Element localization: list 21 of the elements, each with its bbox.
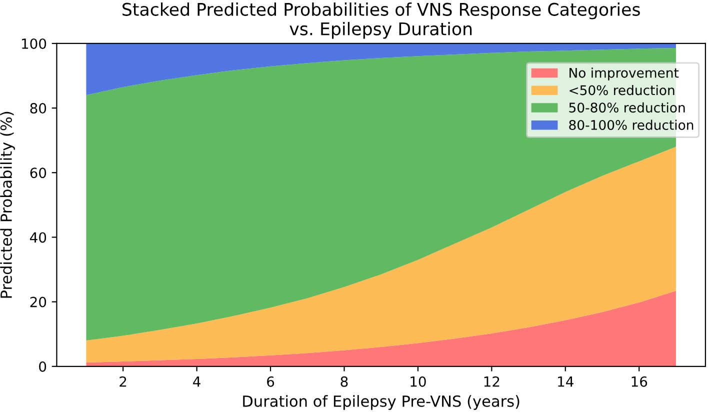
y-tick-label: 80 bbox=[30, 103, 46, 114]
x-tick-label: 4 bbox=[193, 376, 200, 387]
chart-title: Stacked Predicted Probabilities of VNS Response Categories vs. Epilepsy Duration bbox=[122, 2, 640, 39]
legend-label: No improvement bbox=[570, 68, 679, 80]
y-tick-label: 60 bbox=[30, 168, 46, 178]
x-axis-title: Duration of Epilepsy Pre-VNS (years) bbox=[243, 395, 520, 410]
y-tick-label: 100 bbox=[22, 38, 46, 49]
x-tick-label: 2 bbox=[120, 376, 126, 387]
y-tick-label: 20 bbox=[30, 296, 46, 308]
x-tick-label: 12 bbox=[484, 376, 500, 387]
legend-label: 80-100% reduction bbox=[569, 120, 694, 130]
y-axis-title: Predicted Probability (%) bbox=[0, 112, 15, 298]
y-tick-label: 40 bbox=[30, 232, 46, 243]
y-tick-label: 0 bbox=[39, 361, 46, 372]
x-tick-label: 8 bbox=[340, 376, 348, 387]
x-tick-label: 10 bbox=[410, 376, 426, 387]
legend-label: 50-80% reduction bbox=[569, 102, 685, 113]
x-tick-label: 14 bbox=[558, 376, 574, 387]
x-tick-label: 6 bbox=[267, 376, 274, 387]
legend-label: <50% reduction bbox=[570, 84, 674, 96]
x-tick-label: 16 bbox=[632, 376, 648, 387]
